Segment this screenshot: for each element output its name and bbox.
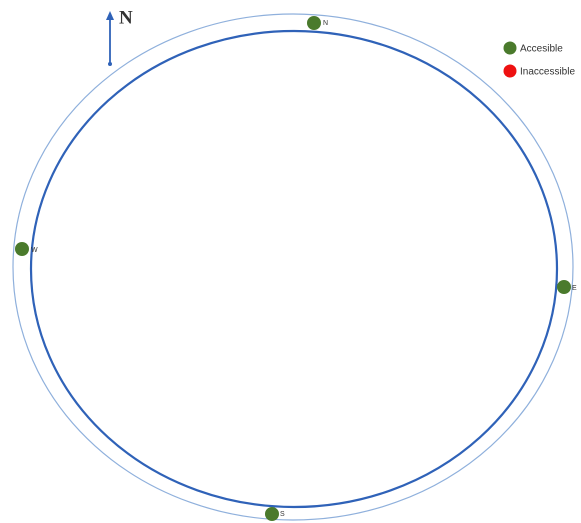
node-marker [557, 280, 571, 294]
compass: N [106, 7, 133, 66]
node-label: W [31, 247, 38, 254]
node-label: S [280, 511, 285, 518]
node-marker [265, 507, 279, 521]
node: N [307, 16, 328, 30]
compass-arrowhead [106, 11, 114, 20]
legend-label: Accesible [520, 44, 563, 55]
legend-marker [503, 64, 517, 78]
node-label: N [323, 20, 328, 27]
node-marker [307, 16, 321, 30]
inner-ring [29, 29, 559, 509]
legend-marker [503, 41, 517, 55]
compass-dot [108, 62, 112, 66]
node: S [265, 507, 285, 521]
outer-ring [12, 13, 574, 521]
node-marker [15, 242, 29, 256]
compass-label: N [119, 7, 133, 28]
node-label: E [572, 285, 577, 292]
node: E [557, 280, 577, 294]
legend-label: Inaccessible [520, 67, 575, 78]
node: W [15, 242, 38, 256]
legend: Accesible Inaccessible [503, 41, 575, 78]
